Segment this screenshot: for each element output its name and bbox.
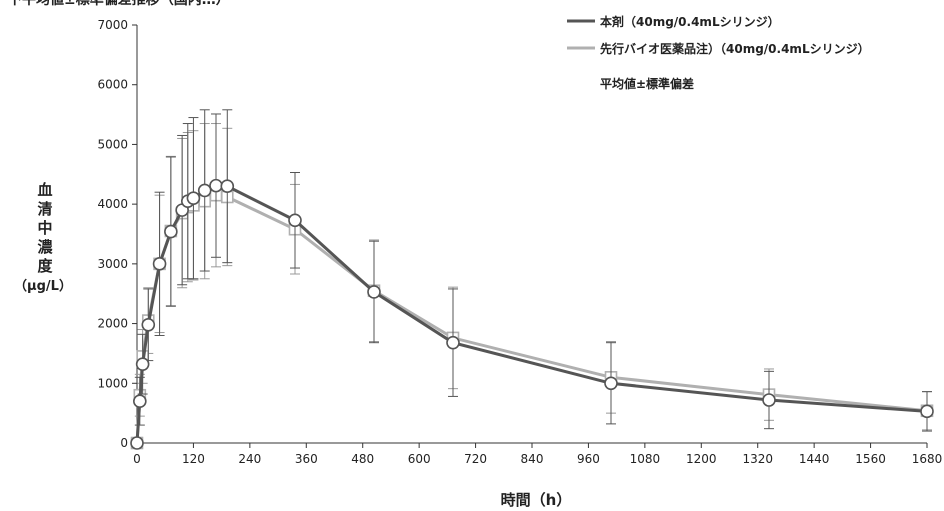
series-line: [135, 193, 928, 444]
x-tick-label: 1560: [855, 452, 886, 466]
y-tick-label: 6000: [97, 78, 128, 92]
y-axis-label-part: 血: [37, 181, 52, 199]
data-point: [209, 178, 223, 193]
y-axis-label-part: （μg/L）: [14, 278, 72, 294]
data-point: [152, 257, 167, 271]
x-axis-ticks: 0 120 240 360 480 600 720 840 960 1080 1200 1320 144…: [133, 443, 942, 466]
y-tick-label: 4000: [97, 197, 128, 211]
x-tick-label: 960: [577, 452, 600, 466]
data-point: [288, 213, 302, 228]
y-tick-label: 0: [120, 436, 128, 450]
data-point: [920, 404, 934, 419]
x-tick-label: 120: [182, 452, 205, 466]
series-line: [135, 184, 928, 444]
data-point: [762, 393, 776, 407]
series-1: [130, 109, 934, 450]
x-tick-label: 1200: [686, 452, 717, 466]
data-point: [197, 183, 212, 198]
data-point: [141, 317, 156, 332]
top-caption-fragment: 下平均値±標準偏差推移（国内…）: [8, 0, 230, 8]
x-tick-label: 1320: [742, 452, 773, 466]
legend: 本剤（40mg/0.4mLシリンジ） 先行バイオ医薬品注）（40mg/0.4mL…: [567, 14, 870, 91]
x-tick-label: 1080: [630, 452, 661, 466]
legend-entry-2: 先行バイオ医薬品注）（40mg/0.4mLシリンジ）: [600, 41, 870, 56]
x-axis-label: 時間（h）: [501, 491, 572, 509]
legend-entry-1: 本剤（40mg/0.4mLシリンジ）: [600, 14, 780, 29]
x-tick-label: 240: [238, 452, 261, 466]
data-point: [130, 436, 144, 450]
y-axis-label-part: 清: [37, 200, 52, 218]
data-point: [367, 285, 381, 299]
data-point: [446, 335, 460, 350]
y-tick-label: 3000: [97, 257, 128, 271]
x-tick-label: 720: [464, 452, 487, 466]
data-point: [135, 357, 150, 371]
x-tick-label: 840: [521, 452, 544, 466]
data-point: [604, 376, 618, 391]
y-axis-ticks: 0 1000 2000 3000 4000 5000 6000 7000: [97, 18, 137, 450]
y-tick-label: 7000: [97, 18, 128, 32]
series-layer: [130, 109, 934, 450]
y-axis-label-part: 濃: [37, 238, 53, 256]
data-point: [220, 179, 235, 194]
legend-note: 平均値±標準偏差: [600, 76, 694, 91]
x-tick-label: 1680: [912, 452, 943, 466]
y-tick-label: 1000: [97, 376, 128, 390]
data-point: [186, 191, 201, 205]
data-point: [164, 224, 178, 239]
x-tick-label: 0: [133, 452, 141, 466]
x-tick-label: 360: [295, 452, 318, 466]
x-tick-label: 480: [351, 452, 374, 466]
y-tick-label: 5000: [97, 137, 128, 151]
y-axis-label-part: 度: [37, 257, 53, 275]
series-2: [130, 123, 934, 450]
x-tick-label: 600: [408, 452, 431, 466]
y-tick-label: 2000: [97, 317, 128, 331]
x-tick-label: 1440: [799, 452, 830, 466]
y-axis-label-part: 中: [37, 219, 52, 237]
axes: [136, 25, 927, 444]
data-point: [133, 394, 147, 409]
